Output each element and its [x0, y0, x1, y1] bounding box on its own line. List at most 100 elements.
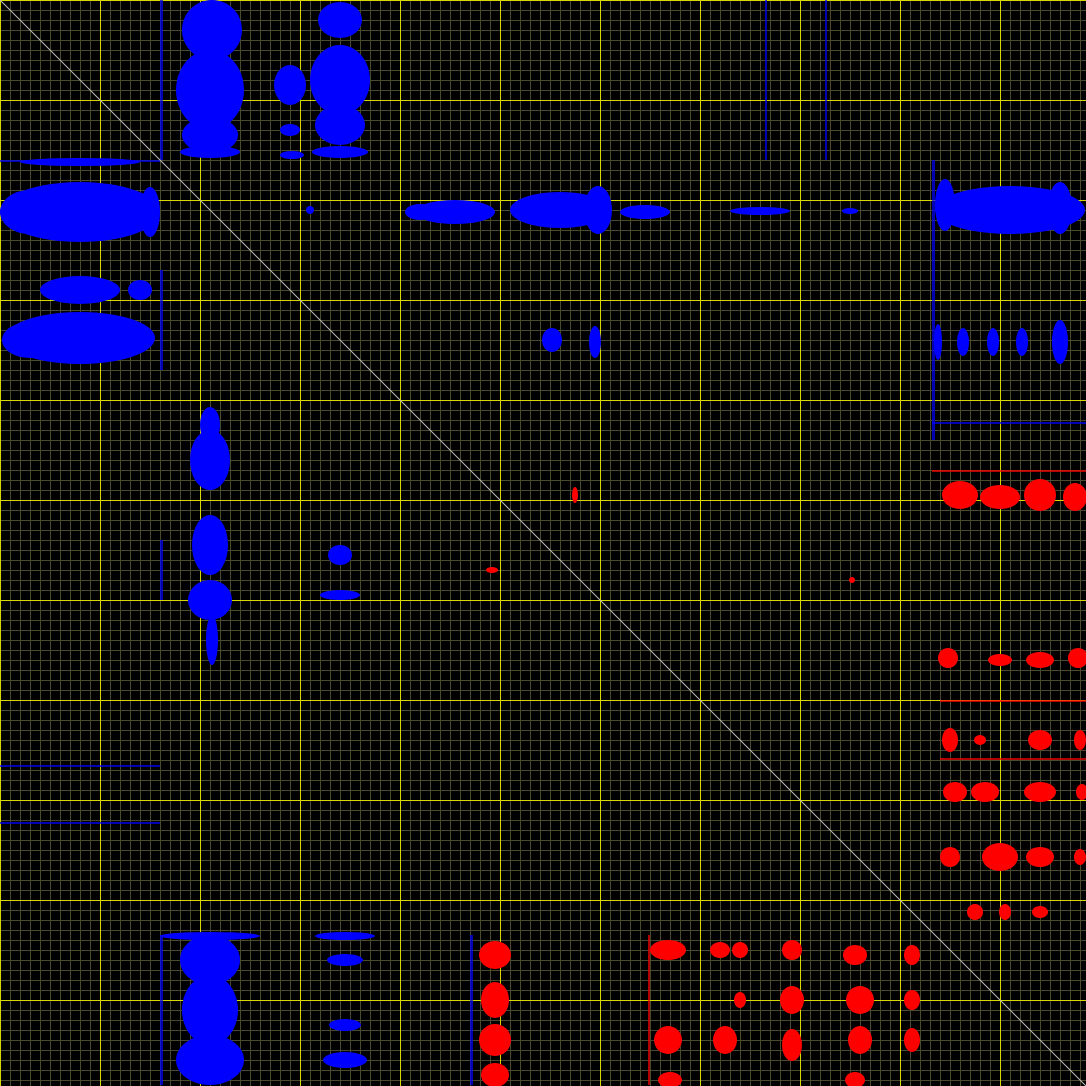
entry-cluster — [842, 208, 858, 214]
entry-cluster — [845, 1072, 865, 1086]
entry-cluster — [620, 205, 670, 219]
entry-cluster — [782, 940, 802, 960]
entry-cluster — [971, 782, 999, 802]
entry-cluster — [315, 932, 375, 940]
entry-cluster — [710, 942, 730, 958]
entry-cluster — [1068, 648, 1086, 668]
entry-cluster — [405, 204, 435, 220]
entry-cluster — [188, 580, 232, 620]
entry-cluster — [730, 207, 790, 215]
entry-cluster — [306, 206, 314, 214]
entry-streak — [470, 935, 473, 1085]
entry-cluster — [128, 280, 152, 300]
entry-cluster — [182, 0, 242, 60]
entry-cluster — [1024, 782, 1056, 802]
entry-cluster — [935, 179, 955, 231]
entry-cluster — [206, 615, 218, 665]
entry-cluster — [312, 146, 368, 158]
entry-cluster — [192, 515, 228, 575]
entry-cluster — [1074, 730, 1086, 750]
entry-cluster — [329, 1019, 361, 1031]
entry-cluster — [160, 932, 260, 940]
entry-cluster — [572, 487, 578, 503]
entry-streak — [0, 160, 160, 162]
entry-cluster — [318, 2, 362, 38]
entry-cluster — [182, 117, 238, 153]
entry-streak — [0, 765, 160, 767]
entry-cluster — [180, 935, 240, 985]
entry-streak — [765, 0, 767, 160]
entry-streak — [160, 540, 163, 600]
entry-cluster — [658, 1072, 682, 1086]
entry-cluster — [320, 590, 360, 600]
entry-cluster — [940, 847, 960, 867]
entry-cluster — [0, 190, 60, 234]
entry-cluster — [942, 728, 958, 752]
entry-cluster — [780, 986, 804, 1014]
entry-cluster — [934, 324, 942, 360]
entry-cluster — [982, 843, 1018, 871]
entry-cluster — [1026, 652, 1054, 668]
entry-cluster — [988, 654, 1012, 666]
entry-streak — [160, 0, 163, 160]
entry-cluster — [280, 151, 304, 159]
entry-cluster — [734, 992, 746, 1008]
entry-cluster — [782, 1029, 802, 1061]
entry-cluster — [542, 328, 562, 352]
entry-cluster — [974, 735, 986, 745]
entry-cluster — [987, 328, 999, 356]
entry-cluster — [904, 990, 920, 1010]
entry-streak — [0, 822, 160, 824]
entry-cluster — [140, 187, 160, 237]
entry-streak — [940, 758, 1086, 760]
entry-cluster — [967, 904, 983, 920]
entry-cluster — [1076, 784, 1086, 800]
entry-cluster — [584, 186, 612, 234]
entry-streak — [932, 470, 1086, 472]
entry-cluster — [980, 485, 1020, 509]
entry-cluster — [1063, 483, 1086, 511]
entry-cluster — [180, 146, 240, 158]
entry-cluster — [1016, 328, 1028, 356]
entry-cluster — [481, 982, 509, 1018]
entry-cluster — [274, 65, 306, 105]
entry-cluster — [942, 481, 978, 509]
entry-streak — [932, 160, 935, 440]
entry-cluster — [280, 124, 300, 136]
entry-cluster — [2, 322, 58, 358]
entry-cluster — [327, 954, 363, 966]
entry-cluster — [848, 1026, 872, 1054]
entry-cluster — [843, 945, 867, 965]
entry-cluster — [904, 945, 920, 965]
entry-cluster — [176, 1035, 244, 1085]
entry-cluster — [846, 986, 874, 1014]
entry-cluster — [650, 940, 686, 960]
entry-cluster — [904, 1028, 920, 1052]
entry-cluster — [479, 1024, 511, 1056]
entry-cluster — [1028, 730, 1052, 750]
entry-cluster — [1074, 849, 1086, 865]
entry-cluster — [190, 430, 230, 490]
entry-cluster — [1052, 320, 1068, 364]
entry-cluster — [182, 975, 238, 1045]
entry-cluster — [1026, 847, 1054, 867]
entry-streak — [932, 422, 1086, 424]
entry-cluster — [849, 577, 855, 583]
entry-streak — [825, 0, 827, 160]
entry-cluster — [999, 904, 1011, 920]
entry-cluster — [938, 648, 958, 668]
entry-cluster — [1032, 906, 1048, 918]
entry-streak — [160, 270, 163, 370]
entry-cluster — [589, 326, 601, 358]
entry-cluster — [481, 1063, 509, 1086]
entry-cluster — [654, 1026, 682, 1054]
entry-cluster — [486, 567, 498, 573]
entry-cluster — [935, 186, 1085, 234]
entry-cluster — [323, 1052, 367, 1068]
entry-cluster — [732, 942, 748, 958]
entry-cluster — [328, 545, 352, 565]
